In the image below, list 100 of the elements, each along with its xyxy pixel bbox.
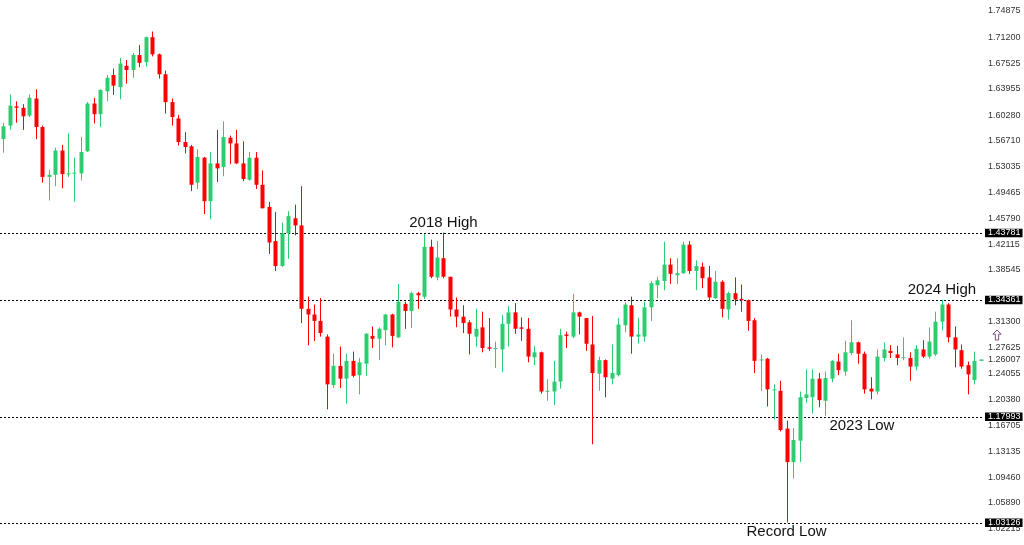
ref-line-label: 1.34361 [988,294,1021,305]
y-tick-label: 1.56710 [988,134,1021,145]
candlestick [772,383,777,420]
candlestick [14,100,19,124]
candlestick [532,345,537,366]
candlestick [895,345,900,366]
annotation: Record Low [746,522,827,540]
candlestick [668,257,673,285]
candlestick [901,336,906,361]
candlestick [959,343,964,370]
candlestick [247,151,252,181]
candlestick [124,59,129,85]
candlestick [306,296,311,346]
candlestick [487,317,492,352]
candlestick [318,297,323,338]
candlestick [655,276,660,299]
candlestick [403,301,408,330]
y-tick-label: 1.24055 [988,367,1021,378]
candlestick [215,129,220,183]
candlestick [804,368,809,404]
candlestick [552,360,557,406]
candlestick [662,241,667,291]
candlestick [390,313,395,348]
candlestick [241,140,246,182]
y-tick-label: 1.13135 [988,445,1021,456]
candlestick [461,304,466,334]
candlestick [972,351,977,385]
candlestick [357,357,362,395]
candlestick [545,378,550,402]
candlestick [843,340,848,377]
candlestick [260,170,265,209]
y-tick-label: 1.74875 [988,5,1021,16]
candlestick [849,319,854,356]
candlestick [183,131,188,154]
candlestick [759,353,764,392]
candlestick [234,129,239,165]
y-tick-label: 1.31300 [988,316,1021,327]
candlestick [92,97,97,124]
candlestick [836,353,841,376]
candlestick [312,304,317,342]
candlestick [8,93,13,131]
candlestick [623,301,628,333]
candlestick [60,144,65,189]
candlestick [823,371,828,417]
candlestick [733,276,738,306]
candlestick [66,132,71,178]
candlestick [726,291,731,321]
candlestick [331,353,336,389]
y-tick-label: 1.49465 [988,186,1021,197]
candlestick [914,344,919,371]
candlestick [344,353,349,405]
candlestick [927,326,932,360]
candlestick [454,296,459,328]
candlestick [409,291,414,329]
y-tick-label: 1.60280 [988,109,1021,120]
candlestick [882,341,887,363]
candlestick [713,270,718,300]
candlestick [513,302,518,335]
candlestick [351,351,356,378]
y-tick-label: 1.05890 [988,497,1021,508]
candlestick [370,326,375,349]
candlestick [953,326,958,368]
candlestick [480,311,485,353]
y-tick-label: 1.38545 [988,264,1021,275]
ref-line-label: 1.17993 [988,411,1021,421]
candlestick [118,57,123,100]
candlestick [817,372,822,408]
y-tick-label: 1.16705 [988,420,1021,431]
candlestick [493,341,498,369]
candlestick [286,210,291,260]
candlestick [603,358,608,398]
y-tick-label: 1.20380 [988,393,1021,404]
y-tick-label: 1.53035 [988,161,1021,172]
candlestick [21,103,26,131]
candlestick [1,122,6,154]
y-tick-label: 1.42115 [988,239,1020,250]
candlestick [700,261,705,289]
y-tick-label: 1.27625 [988,342,1021,353]
candlestick [105,74,110,102]
candlestick [519,316,524,342]
candlestick [441,232,446,279]
candlestick [791,427,796,479]
candlestick [27,93,32,118]
candlestick [940,299,945,331]
candlestick [170,98,175,127]
candlestick [176,114,181,147]
candlestick [435,240,440,281]
candlestick [131,52,136,79]
candlestick [377,326,382,361]
y-tick-label: 1.67525 [988,57,1021,68]
candlestick [157,53,162,80]
candlestick [746,299,751,332]
candlestick [694,259,699,291]
candlestick [293,204,298,236]
candlestick [810,368,815,415]
candlestick [111,68,116,96]
candlestick [597,356,602,392]
candlestick [506,305,511,348]
candlestick [79,136,84,181]
candlestick [636,317,641,345]
